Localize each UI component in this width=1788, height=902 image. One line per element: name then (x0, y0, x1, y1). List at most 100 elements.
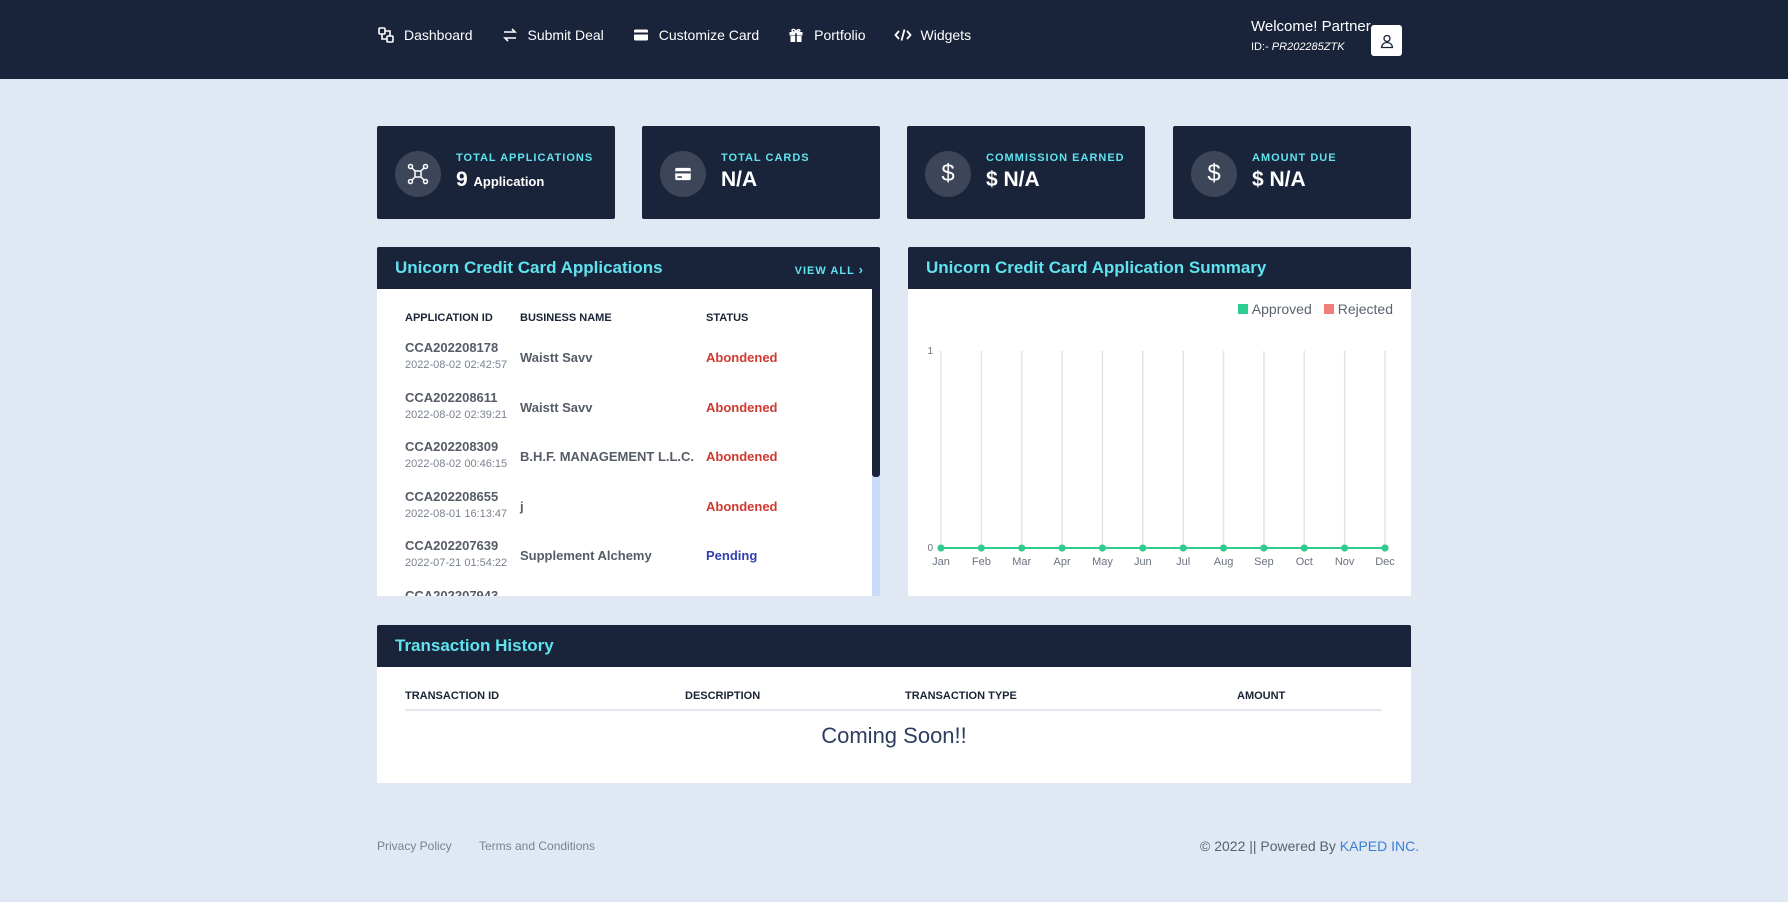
col-transaction-id: TRANSACTION ID (405, 690, 500, 702)
user-icon (1380, 34, 1393, 48)
stat-unit: Application (473, 174, 545, 189)
nav-customize-card[interactable]: Customize Card (632, 26, 759, 44)
company-link[interactable]: KAPED INC. (1339, 838, 1420, 854)
col-transaction-type: TRANSACTION TYPE (905, 690, 1017, 702)
applications-title: Unicorn Credit Card Applications (395, 258, 663, 277)
stat-label: TOTAL CARDS (721, 152, 810, 164)
x-tick-label: Jan (932, 556, 950, 568)
stat-value: 9 Application (456, 168, 544, 192)
status-label: Abondened (706, 399, 778, 415)
code-icon (893, 29, 912, 41)
y-tick-label: 0 (927, 543, 933, 554)
stat-value: $ N/A (986, 168, 1040, 191)
nav-widgets-label: Widgets (920, 27, 972, 43)
nav-dashboard[interactable]: Dashboard (377, 26, 473, 44)
dashboard-icon (378, 27, 394, 43)
privacy-policy-link[interactable]: Privacy Policy (377, 839, 452, 853)
stat-total-cards: TOTAL CARDS N/A (642, 126, 880, 219)
nav-widgets[interactable]: Widgets (893, 26, 972, 44)
table-row[interactable]: CCA202207639 2022-07-21 01:54:22 Supplemen… (377, 538, 867, 587)
table-row[interactable]: CCA202207943 (377, 588, 867, 597)
data-point-approved (1098, 544, 1106, 552)
table-row[interactable]: CCA202208655 2022-08-01 16:13:47 j Abondene… (377, 489, 867, 538)
transactions-table: TRANSACTION ID DESCRIPTION TRANSACTION T… (377, 667, 1411, 783)
credit-card-icon (633, 29, 648, 41)
application-id: CCA202207943 (405, 587, 499, 597)
partner-id-value: PR202285ZTK (1271, 41, 1345, 53)
x-tick-label: Dec (1375, 556, 1395, 568)
application-id: CCA202207639 (405, 538, 499, 553)
x-tick-label: Feb (972, 556, 991, 568)
chevron-right-icon: › (858, 262, 864, 277)
business-name: B.H.F. MANAGEMENT L.L.C. (520, 449, 695, 464)
legend-swatch (1237, 304, 1248, 314)
business-name: Waistt Savv (520, 399, 593, 415)
top-navbar: Dashboard Submit Deal Customize Card Por… (0, 0, 1788, 79)
legend-approved[interactable]: Approved (1237, 301, 1312, 317)
x-tick-label: May (1092, 556, 1113, 568)
status-label: Pending (706, 548, 758, 563)
legend-swatch (1323, 304, 1334, 314)
scrollbar-thumb[interactable] (872, 289, 880, 477)
partner-id: ID:- PR202285ZTK (1251, 41, 1371, 53)
x-tick-label: Mar (1012, 556, 1031, 568)
data-point-approved (1139, 544, 1147, 552)
chart-legend: Approved Rejected (1226, 301, 1393, 317)
x-tick-label: Oct (1296, 556, 1313, 568)
business-name: Supplement Alchemy (520, 548, 652, 563)
data-point-approved (1018, 544, 1026, 552)
data-point-approved (977, 544, 985, 552)
main-nav: Dashboard Submit Deal Customize Card Por… (377, 26, 999, 44)
copyright: © 2022 || Powered By KAPED INC. (1200, 838, 1419, 854)
col-amount: AMOUNT (1237, 690, 1286, 702)
application-date: 2022-08-02 02:42:57 (405, 359, 508, 371)
application-id: CCA202208611 (405, 389, 498, 405)
header-divider (405, 709, 1382, 711)
nav-customize-card-label: Customize Card (658, 27, 760, 43)
terms-link[interactable]: Terms and Conditions (479, 839, 596, 853)
stat-total-applications: TOTAL APPLICATIONS 9 Application (377, 126, 615, 219)
x-tick-label: Sep (1254, 556, 1274, 568)
col-status: STATUS (706, 312, 749, 324)
partner-id-label: ID:- (1251, 41, 1269, 53)
stat-value: N/A (721, 168, 758, 191)
user-welcome: Welcome! Partner ID:- PR202285ZTK (1251, 18, 1371, 53)
summary-chart-panel: Approved Rejected 1 0 Jan Feb Mar Apr May Jun Ju… (908, 289, 1411, 596)
nav-submit-deal[interactable]: Submit Deal (501, 26, 604, 44)
legend-rejected[interactable]: Rejected (1323, 301, 1393, 317)
summary-title: Unicorn Credit Card Application Summary (926, 258, 1267, 277)
data-point-approved (1058, 544, 1066, 552)
legend-label: Rejected (1337, 301, 1393, 317)
nav-portfolio[interactable]: Portfolio (787, 26, 866, 44)
application-id: CCA202208178 (405, 340, 499, 355)
gift-icon (789, 28, 803, 42)
nav-portfolio-label: Portfolio (814, 27, 866, 43)
user-avatar-button[interactable] (1371, 25, 1402, 56)
applications-table[interactable]: APPLICATION ID BUSINESS NAME STATUS CCA2… (377, 289, 880, 596)
col-application-id: APPLICATION ID (405, 312, 493, 324)
status-label: Abondened (706, 498, 778, 514)
table-row[interactable]: CCA202208309 2022-08-02 00:46:15 B.H.F. MA… (377, 439, 867, 488)
x-tick-label: Jul (1176, 556, 1190, 568)
transactions-panel-header: Transaction History (377, 625, 1411, 667)
stat-label: TOTAL APPLICATIONS (456, 152, 594, 164)
stat-label: COMMISSION EARNED (986, 152, 1125, 164)
transactions-title: Transaction History (395, 636, 554, 655)
business-name: j (520, 498, 524, 514)
application-date: 2022-08-01 16:13:47 (405, 507, 508, 520)
application-date: 2022-08-02 00:46:15 (405, 458, 508, 470)
table-row[interactable]: CCA202208611 2022-08-02 02:39:21 Waistt Sa… (377, 390, 867, 439)
status-label: Abondened (706, 350, 778, 365)
stat-number: 9 (456, 168, 468, 191)
legend-label: Approved (1251, 301, 1312, 317)
col-business-name: BUSINESS NAME (520, 312, 612, 324)
col-description: DESCRIPTION (685, 690, 761, 702)
x-tick-label: Nov (1335, 556, 1355, 568)
view-all-link[interactable]: VIEW ALL › (795, 262, 864, 277)
nav-submit-deal-label: Submit Deal (527, 27, 604, 43)
table-row[interactable]: CCA202208178 2022-08-02 02:42:57 Waistt Sa… (377, 340, 867, 389)
data-point-approved (1381, 544, 1389, 552)
welcome-text: Welcome! Partner (1251, 18, 1371, 35)
application-date: 2022-08-02 02:39:21 (405, 408, 508, 421)
application-id: CCA202208309 (405, 439, 499, 454)
